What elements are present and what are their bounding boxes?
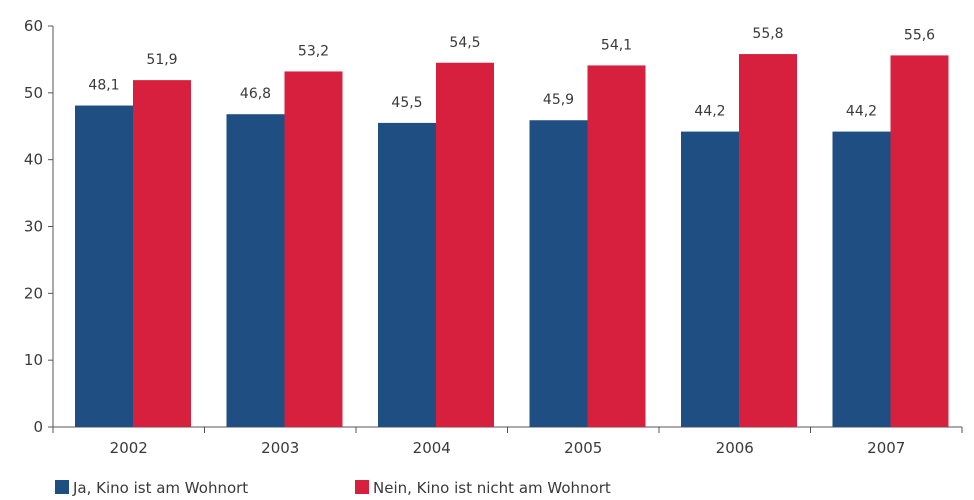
x-tick-label: 2007	[867, 439, 905, 457]
bar-2005-series-0	[529, 120, 588, 428]
x-tick-label: 2004	[413, 439, 451, 457]
data-label: 45,5	[391, 95, 422, 111]
bar-2002-series-0	[75, 105, 133, 427]
bar-2007-series-1	[890, 55, 949, 427]
data-label: 55,6	[904, 27, 935, 43]
data-label: 55,8	[752, 26, 783, 42]
data-label: 44,2	[846, 104, 877, 120]
bar-2004-series-1	[436, 62, 494, 428]
data-label: 48,1	[88, 78, 119, 94]
bar-2002-series-1	[133, 80, 191, 427]
bar-2003-series-0	[226, 114, 285, 427]
y-tick-label: 0	[33, 418, 43, 436]
y-tick-label: 60	[24, 17, 43, 35]
data-label: 46,8	[240, 86, 271, 102]
y-tick-label: 40	[24, 151, 43, 169]
data-label: 45,9	[543, 92, 574, 108]
bar-2007-series-0	[832, 131, 891, 427]
x-tick-label: 2002	[110, 439, 148, 457]
bar-2005-series-1	[587, 65, 646, 427]
data-label: 44,2	[694, 104, 725, 120]
y-tick-label: 10	[24, 351, 43, 369]
bar-2006-series-0	[681, 131, 739, 427]
legend-label-0: Ja, Kino ist am Wohnort	[72, 479, 248, 497]
x-tick-label: 2005	[564, 439, 602, 457]
legend-label-1: Nein, Kino ist nicht am Wohnort	[373, 479, 611, 497]
legend-swatch-0	[55, 480, 69, 494]
bar-2006-series-1	[739, 54, 797, 427]
y-tick-label: 20	[24, 284, 43, 302]
legend: Ja, Kino ist am Wohnort Nein, Kino ist ni…	[55, 479, 611, 497]
data-label: 54,1	[601, 37, 632, 53]
data-labels: 48,1 46,8 45,5 45,9 44,2 44,2 51,9 53,2 54,5 54,1…	[88, 26, 935, 120]
bar-2004-series-0	[378, 122, 436, 428]
data-label: 54,5	[449, 35, 480, 51]
legend-swatch-1	[355, 480, 369, 494]
x-tick-label: 2006	[716, 439, 754, 457]
axes: 0 10 20 30 40 50 60 2002 2003 2004 2005 2006 2007	[24, 17, 963, 457]
bars	[75, 54, 949, 428]
data-label: 53,2	[298, 43, 329, 59]
data-label: 51,9	[146, 52, 177, 68]
bar-2003-series-1	[284, 71, 343, 428]
x-tick-label: 2003	[261, 439, 299, 457]
y-tick-label: 30	[24, 218, 43, 236]
y-tick-label: 50	[24, 84, 43, 102]
